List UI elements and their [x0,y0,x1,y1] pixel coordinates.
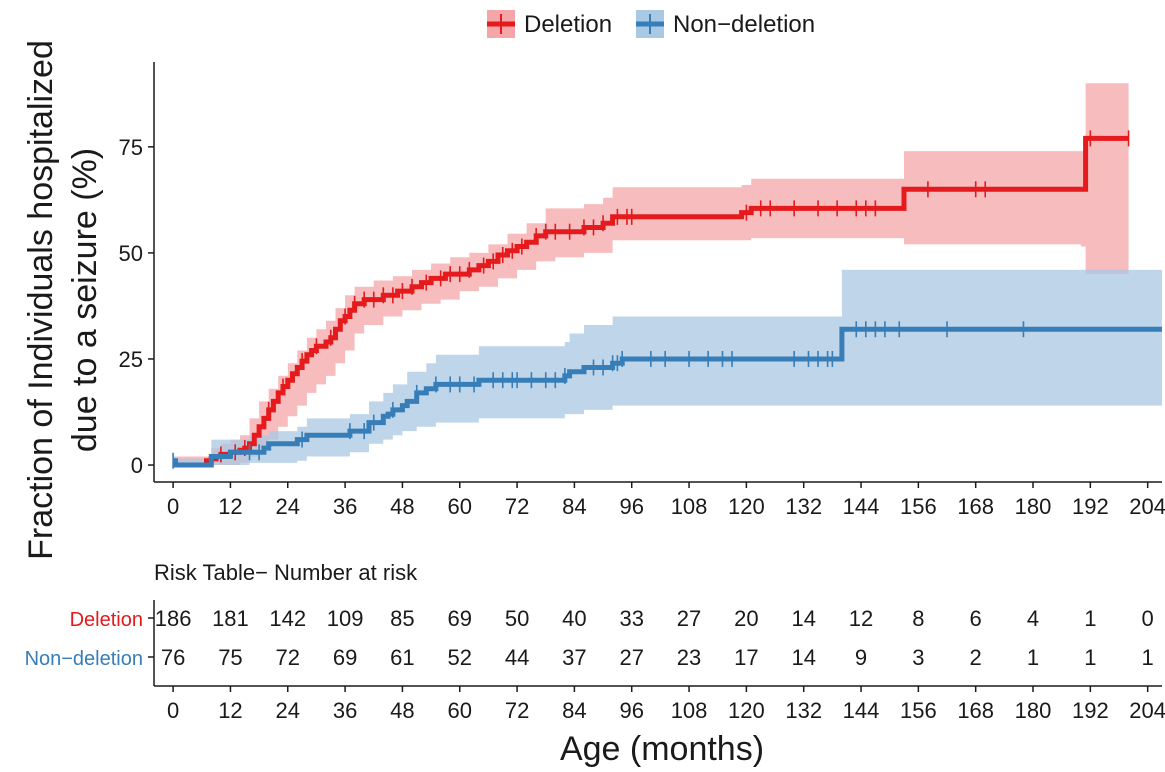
risk-value-deletion: 14 [791,606,815,631]
x-tick-label: 12 [218,494,242,519]
x-tick-label: 120 [728,494,765,519]
risk-x-tick-label: 120 [728,698,765,723]
y-axis-title-line-2: due to a seizure (%) [66,148,104,452]
risk-value-deletion: 186 [155,606,192,631]
risk-value-non-deletion: 23 [677,645,701,670]
risk-x-tick-label: 36 [333,698,357,723]
risk-x-tick-label: 180 [1015,698,1052,723]
risk-x-tick-label: 0 [167,698,179,723]
risk-value-deletion: 1 [1084,606,1096,631]
x-tick-label: 60 [448,494,472,519]
legend: Deletion Non−deletion [487,10,815,38]
risk-value-deletion: 12 [849,606,873,631]
risk-x-tick-label: 204 [1129,698,1165,723]
risk-x-tick-label: 24 [276,698,300,723]
risk-value-non-deletion: 75 [218,645,242,670]
x-axis-title: Age (months) [560,730,764,768]
legend-label-deletion: Deletion [524,11,612,38]
y-axis-title-line-1: Fraction of Individuals hospitalized [22,40,60,560]
plot-area [172,83,1163,469]
x-tick-label: 48 [390,494,414,519]
risk-x-tick-label: 60 [448,698,472,723]
risk-x-tick-label: 96 [619,698,643,723]
risk-row-label-non-deletion: Non−deletion [25,648,143,670]
risk-value-deletion: 0 [1142,606,1154,631]
legend-label-non-deletion: Non−deletion [673,11,815,38]
y-tick-label: 75 [119,135,143,160]
survival-curve-deletion [173,135,1129,468]
x-tick-label: 192 [1072,494,1109,519]
risk-value-non-deletion: 37 [562,645,586,670]
risk-value-deletion: 85 [390,606,414,631]
risk-table: Deletion 186 181 142 109 85 69 50 40 33 27 20 14 12 8 6… [25,600,1165,723]
x-tick-label: 144 [843,494,880,519]
x-tick-label: 24 [276,494,300,519]
risk-value-deletion: 4 [1027,606,1039,631]
risk-value-non-deletion: 1 [1142,645,1154,670]
risk-value-non-deletion: 2 [970,645,982,670]
risk-value-deletion: 27 [677,606,701,631]
risk-x-tick-label: 84 [562,698,586,723]
risk-value-non-deletion: 9 [855,645,867,670]
risk-x-tick-label: 156 [900,698,937,723]
risk-value-deletion: 33 [619,606,643,631]
risk-row-label-deletion: Deletion [70,609,143,631]
x-tick-label: 180 [1015,494,1052,519]
risk-value-deletion: 50 [505,606,529,631]
axes: 0 25 50 75 0 12 24 36 48 60 72 84 96 108 120 132 144 156 1… [119,62,1165,519]
survival-curve-non-deletion [173,326,1162,468]
risk-value-non-deletion: 52 [448,645,472,670]
risk-value-non-deletion: 72 [276,645,300,670]
risk-value-non-deletion: 1 [1027,645,1039,670]
risk-value-deletion: 6 [970,606,982,631]
risk-table-title: Risk Table− Number at risk [154,560,418,585]
risk-x-tick-label: 48 [390,698,414,723]
risk-value-non-deletion: 14 [791,645,815,670]
risk-value-deletion: 181 [212,606,249,631]
x-tick-label: 132 [785,494,822,519]
risk-value-non-deletion: 44 [505,645,529,670]
risk-value-deletion: 20 [734,606,758,631]
x-tick-label: 96 [619,494,643,519]
risk-value-non-deletion: 76 [161,645,185,670]
risk-value-deletion: 8 [912,606,924,631]
risk-x-tick-label: 72 [505,698,529,723]
risk-value-deletion: 40 [562,606,586,631]
risk-x-tick-label: 12 [218,698,242,723]
ci-band-non-deletion [173,269,1163,465]
x-tick-label: 0 [167,494,179,519]
x-tick-label: 156 [900,494,937,519]
risk-x-tick-label: 108 [671,698,708,723]
risk-value-non-deletion: 17 [734,645,758,670]
risk-value-deletion: 69 [448,606,472,631]
y-tick-label: 50 [119,241,143,266]
risk-x-tick-label: 192 [1072,698,1109,723]
risk-value-non-deletion: 1 [1084,645,1096,670]
y-tick-label: 0 [131,453,143,478]
risk-value-non-deletion: 27 [619,645,643,670]
risk-x-tick-label: 144 [843,698,880,723]
x-tick-label: 168 [957,494,994,519]
risk-value-non-deletion: 61 [390,645,414,670]
risk-value-non-deletion: 69 [333,645,357,670]
x-tick-label: 108 [671,494,708,519]
x-tick-label: 84 [562,494,586,519]
ci-band-deletion [173,83,1129,465]
risk-value-deletion: 109 [327,606,364,631]
risk-value-deletion: 142 [269,606,306,631]
x-tick-label: 204 [1129,494,1165,519]
y-tick-label: 25 [119,347,143,372]
risk-x-tick-label: 132 [785,698,822,723]
x-tick-label: 72 [505,494,529,519]
risk-x-tick-label: 168 [957,698,994,723]
risk-value-non-deletion: 3 [912,645,924,670]
x-tick-label: 36 [333,494,357,519]
